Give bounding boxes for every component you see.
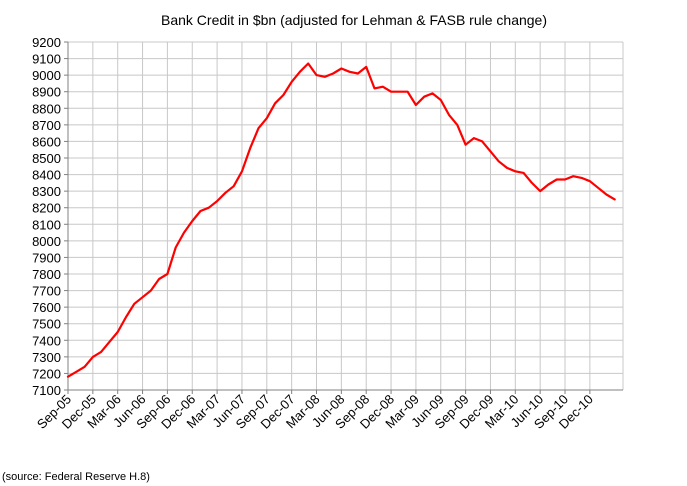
y-tick-label: 7500: [32, 317, 61, 332]
y-tick-label: 7600: [32, 300, 61, 315]
y-tick-label: 8000: [32, 234, 61, 249]
y-tick-label: 7900: [32, 250, 61, 265]
y-tick-label: 8200: [32, 201, 61, 216]
y-tick-label: 8800: [32, 101, 61, 116]
series-line-bank-credit: [66, 62, 616, 378]
y-tick-label: 7400: [32, 333, 61, 348]
y-tick-label: 8900: [32, 85, 61, 100]
y-tick-label: 9100: [32, 52, 61, 67]
y-tick-label: 8700: [32, 118, 61, 133]
y-tick-label: 9000: [32, 68, 61, 83]
source-note: (source: Federal Reserve H.8): [2, 471, 150, 483]
y-tick-label: 9200: [32, 35, 61, 50]
y-tick-label: 8500: [32, 151, 61, 166]
y-tick-label: 7700: [32, 284, 61, 299]
y-tick-label: 7100: [32, 383, 61, 398]
grid-lines: [67, 41, 624, 391]
chart-title: Bank Credit in $bn (adjusted for Lehman …: [161, 12, 547, 28]
series-layer: [66, 62, 616, 378]
y-tick-label: 8300: [32, 184, 61, 199]
y-tick-label: 8600: [32, 134, 61, 149]
y-tick-label: 7300: [32, 350, 61, 365]
y-tick-label: 8400: [32, 168, 61, 183]
axes: [64, 41, 623, 394]
y-tick-label: 8100: [32, 217, 61, 232]
y-tick-label: 7200: [32, 366, 61, 381]
y-tick-label: 7800: [32, 267, 61, 282]
